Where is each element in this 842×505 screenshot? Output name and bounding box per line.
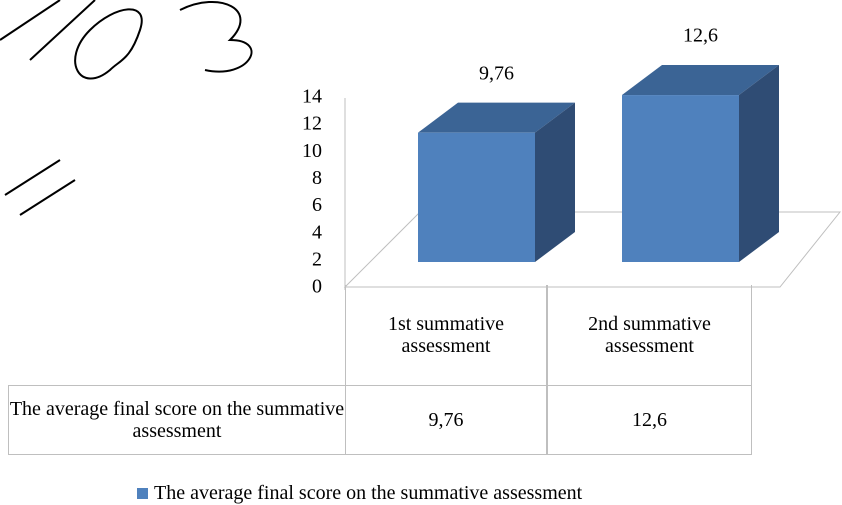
bar-top xyxy=(418,102,575,133)
bar xyxy=(622,95,739,262)
watermark-stroke xyxy=(179,1,253,73)
bar-side xyxy=(535,102,575,263)
watermark-stroke xyxy=(4,159,76,216)
legend-label: The average final score on the summative… xyxy=(154,482,583,504)
y-tick-label: 2 xyxy=(312,248,322,270)
y-tick-label: 0 xyxy=(312,276,322,298)
x-tick-label: 2nd summative assessment xyxy=(547,285,752,385)
data-label: 9,76 xyxy=(479,62,514,84)
y-tick-label: 6 xyxy=(312,194,322,216)
bar xyxy=(418,132,535,262)
y-tick-label: 4 xyxy=(312,221,322,243)
bar-top xyxy=(622,65,779,96)
bar-side xyxy=(739,65,779,262)
table-value: 12,6 xyxy=(547,385,752,455)
watermark xyxy=(0,0,253,216)
y-tick-label: 14 xyxy=(302,86,322,108)
table-value: 9,76 xyxy=(345,385,547,455)
x-tick-label: 1st summative assessment xyxy=(345,285,547,385)
data-label: 12,6 xyxy=(683,25,718,47)
watermark-stroke xyxy=(74,8,143,80)
floor xyxy=(343,211,842,288)
table-row-header: The average final score on the summative… xyxy=(8,385,345,455)
y-tick-label: 10 xyxy=(302,140,322,162)
y-tick-label: 12 xyxy=(302,113,322,135)
y-tick-label: 8 xyxy=(312,167,322,189)
legend-swatch xyxy=(137,488,148,499)
watermark-stroke xyxy=(0,0,96,61)
